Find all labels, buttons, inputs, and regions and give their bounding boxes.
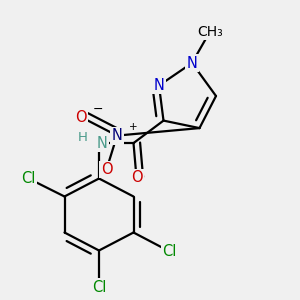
Text: N: N [97,136,107,151]
Text: O: O [75,110,87,124]
Text: N: N [154,78,164,93]
Text: Cl: Cl [92,280,106,295]
Text: −: − [92,103,103,116]
Text: N: N [112,128,122,143]
Text: +: + [129,122,138,132]
Text: Cl: Cl [21,171,36,186]
Text: O: O [131,170,142,185]
Text: N: N [187,56,197,70]
Text: H: H [78,131,87,144]
Text: Cl: Cl [162,244,177,259]
Text: CH₃: CH₃ [197,25,223,38]
Text: O: O [101,162,112,177]
